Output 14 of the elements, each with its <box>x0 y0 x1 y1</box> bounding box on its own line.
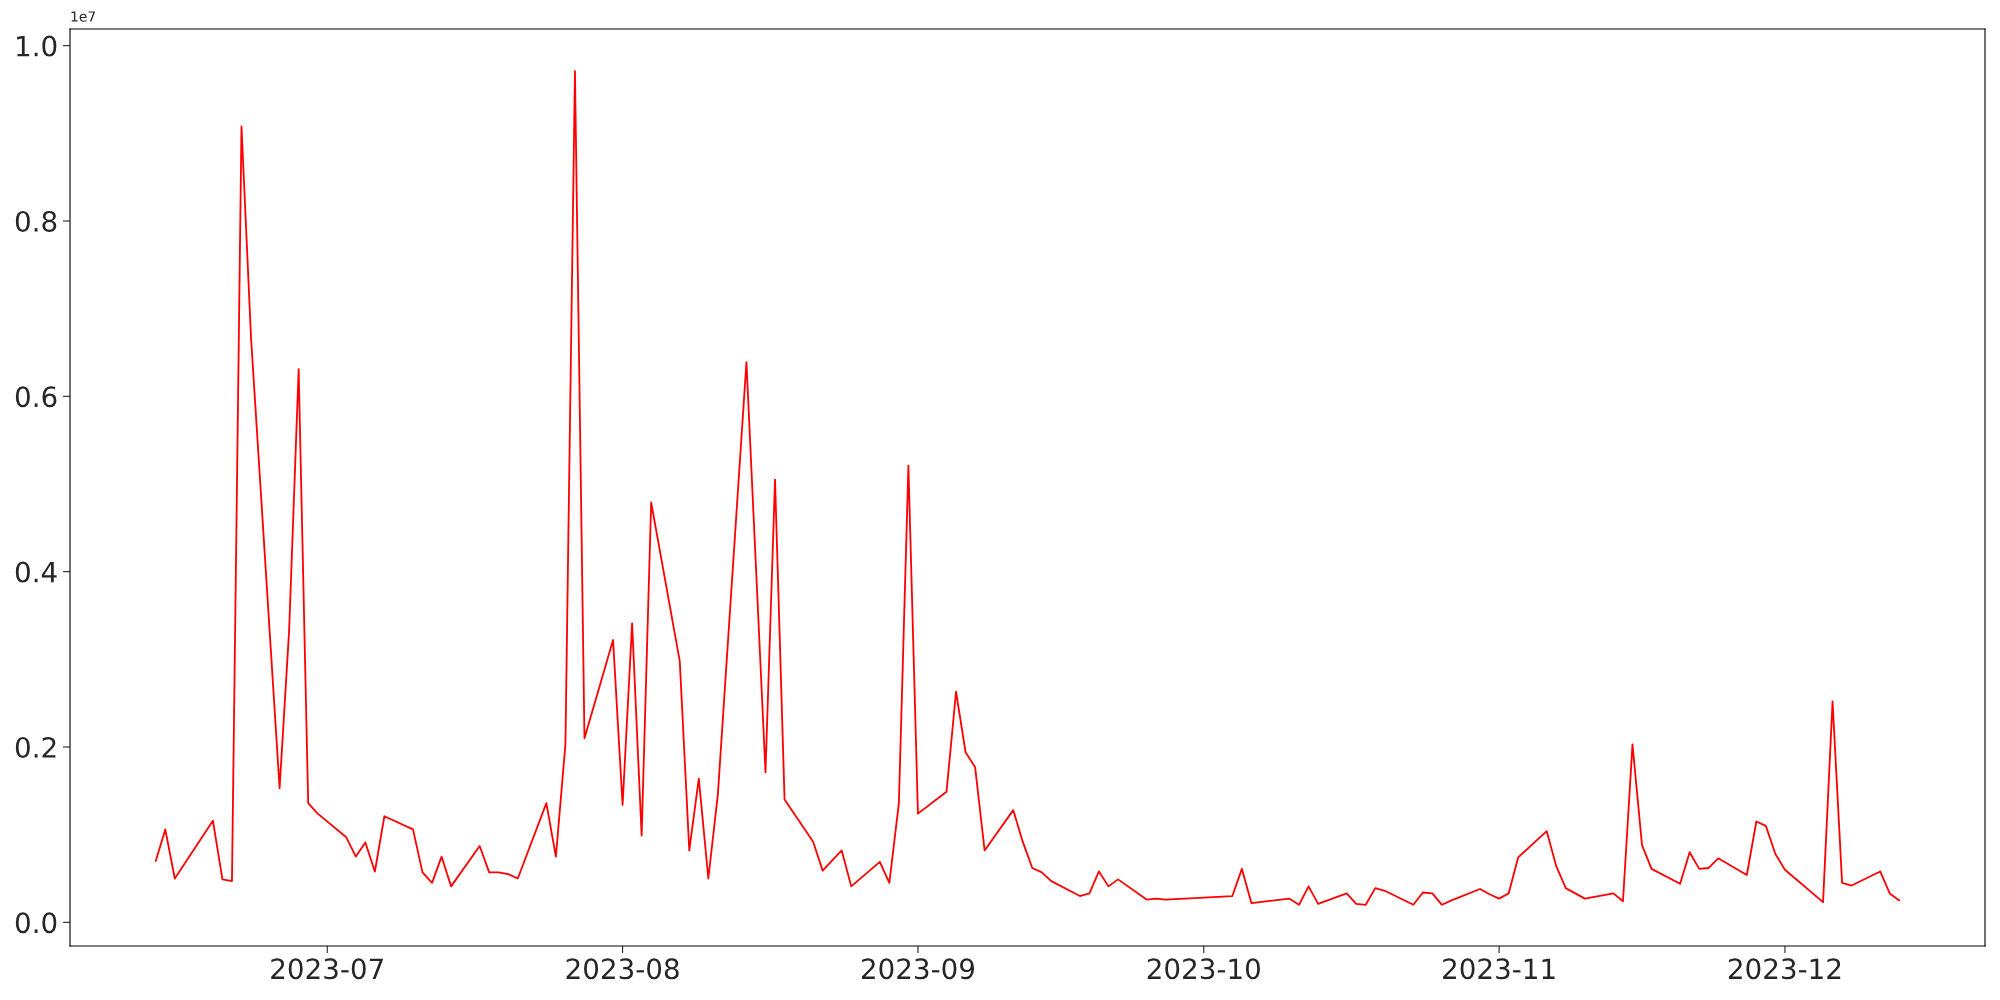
y-tick-label: 0.8 <box>15 210 57 232</box>
y-tick-label: 0.2 <box>15 736 56 758</box>
x-tick-label: 2023-11 <box>1443 958 1555 980</box>
text: 1e7 <box>71 11 96 22</box>
x-tick-label: 2023-08 <box>566 958 679 980</box>
y-tick-label: 0.6 <box>15 386 57 408</box>
x-tick-label: 2023-09 <box>861 958 975 980</box>
line-series <box>154 70 1901 906</box>
y-tick-label: 0.0 <box>15 912 57 934</box>
x-tick-label: 2023-07 <box>271 958 383 980</box>
x-tick-label: 2023-10 <box>1147 958 1260 980</box>
y-tick-label: 1.0 <box>17 35 57 57</box>
y-tick-label: 0.4 <box>15 561 57 583</box>
x-tick-label: 2023-12 <box>1728 958 1841 980</box>
